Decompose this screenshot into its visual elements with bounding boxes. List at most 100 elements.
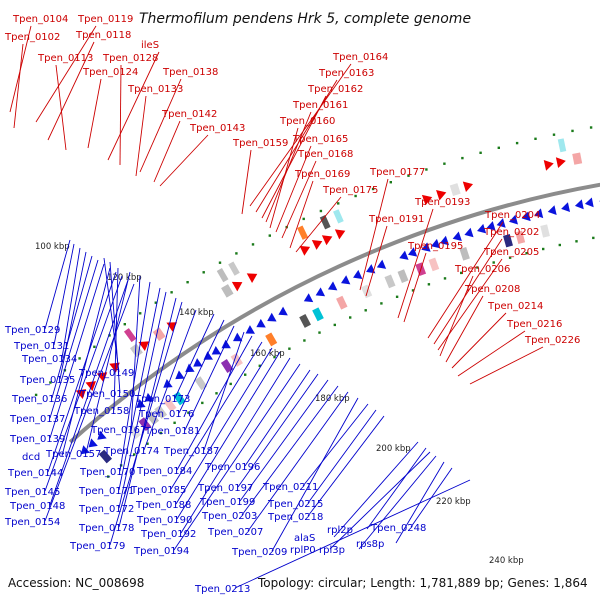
gene-label-inner: Tpen_0196: [204, 462, 260, 473]
gene-label-inner: Tpen_0137: [9, 414, 65, 425]
gene-label-inner: Tpen_0176: [138, 409, 194, 420]
leader-line: [118, 287, 161, 491]
gene-arrow: [421, 242, 431, 252]
gene-label-inner: Tpen_0188: [135, 500, 191, 511]
gene-block: [540, 224, 550, 238]
leader-line: [247, 391, 349, 532]
gene-block: [220, 359, 234, 373]
label-leader-lines: [9, 25, 544, 589]
tick-dot: [258, 364, 261, 367]
gene-label-outer: Tpen_0133: [127, 84, 183, 95]
genome-stats: Topology: circular; Length: 1,781,889 bp…: [257, 576, 588, 590]
gene-block: [216, 267, 229, 283]
gene-label-outer: Tpen_0205: [483, 247, 539, 258]
gene-arrow: [278, 306, 288, 316]
gene-block: [336, 295, 348, 310]
leader-line: [55, 64, 67, 151]
tick-dot: [479, 151, 482, 154]
gene-label-outer: Tpen_0128: [102, 53, 158, 64]
gene-arrow: [439, 235, 450, 246]
leader-line: [261, 95, 327, 219]
gene-block: [230, 352, 243, 367]
gene-arrow: [88, 438, 98, 448]
gene-arrow: [464, 227, 474, 238]
gene-label-outer: Tpen_0168: [297, 149, 353, 160]
tick-dot: [108, 334, 111, 337]
tick-dot: [542, 247, 545, 251]
gene-label-outer: Tpen_0206: [454, 264, 510, 275]
leader-line: [176, 335, 253, 471]
tick-dot: [337, 202, 340, 205]
gene-arrow: [496, 218, 506, 228]
leader-line: [433, 238, 503, 345]
gene-label-outer: Tpen_0161: [292, 100, 348, 111]
gene-label-inner: dcd: [22, 452, 40, 463]
gene-label-inner: rpl2p: [327, 525, 353, 536]
gene-label-inner: Tpen_0190: [136, 515, 192, 526]
gene-arrow: [175, 370, 185, 380]
gene-block: [557, 138, 567, 153]
tick-dot: [107, 475, 110, 478]
tick-dot: [380, 302, 383, 305]
leader-line: [365, 225, 388, 297]
leader-line: [302, 403, 369, 487]
gene-arrow: [144, 392, 154, 402]
gene-label-inner: Tpen_0171: [78, 486, 134, 497]
tick-dot: [460, 271, 463, 275]
gene-arrow: [436, 190, 447, 201]
gene-block: [129, 343, 143, 358]
gene-arrow: [521, 211, 531, 222]
leader-line: [135, 95, 147, 177]
gene-arrow: [163, 378, 173, 388]
gene-arrow: [462, 181, 474, 192]
gene-label-outer: Tpen_0216: [506, 319, 562, 330]
gene-arrow: [233, 332, 243, 342]
leader-line: [119, 281, 151, 472]
gene-block: [384, 274, 396, 289]
tick-dot: [443, 162, 446, 165]
gene-label-inner: rplP0: [290, 545, 316, 556]
gene-label-inner: Tpen_0194: [133, 546, 189, 557]
tick-dot: [534, 137, 537, 140]
gene-arrow: [407, 247, 418, 257]
leader-line: [241, 385, 339, 516]
gene-arrow: [211, 345, 222, 355]
leader-line: [51, 255, 93, 399]
scale-tick-label: 160 kbp: [250, 349, 285, 359]
gene-label-outer: Tpen_0119: [77, 14, 133, 25]
gene-label-inner: Tpen_0129: [4, 325, 60, 336]
leader-line: [85, 271, 131, 454]
gene-label-outer: Tpen_0138: [162, 67, 218, 78]
gene-label-inner: Tpen_0154: [4, 517, 60, 528]
tick-dot: [93, 345, 96, 348]
gene-label-inner: Tpen_0167: [90, 425, 146, 436]
gene-arrow: [543, 159, 554, 171]
gene-label-outer: ileS: [141, 40, 159, 51]
gene-arrow: [327, 281, 338, 291]
gene-label-outer: Tpen_0118: [75, 30, 131, 41]
gene-block: [98, 449, 112, 464]
gene-arrow: [574, 199, 584, 210]
leader-line: [451, 312, 507, 369]
tick-dot: [525, 252, 528, 255]
tick-dot: [218, 261, 222, 264]
tick-dot: [492, 261, 495, 264]
tick-dot: [186, 281, 189, 284]
gene-label-inner: Tpen_0157: [45, 449, 101, 460]
tick-dot: [302, 217, 305, 221]
leader-line: [44, 283, 135, 522]
leader-line: [289, 180, 314, 249]
tick-dot: [443, 277, 447, 280]
gene-arrow: [561, 202, 571, 213]
tick-dot: [371, 187, 375, 191]
leader-line: [234, 479, 471, 589]
leader-line: [237, 373, 319, 488]
gene-arrow: [138, 341, 150, 352]
gene-label-inner: alaS: [294, 533, 315, 544]
leader-line: [118, 297, 177, 528]
gene-arrow: [109, 362, 120, 373]
leader-line: [49, 263, 105, 439]
gene-block: [319, 215, 331, 230]
gene-label-inner: Tpen_0148: [9, 501, 65, 512]
gene-label-inner: Tpen_0139: [9, 434, 65, 445]
